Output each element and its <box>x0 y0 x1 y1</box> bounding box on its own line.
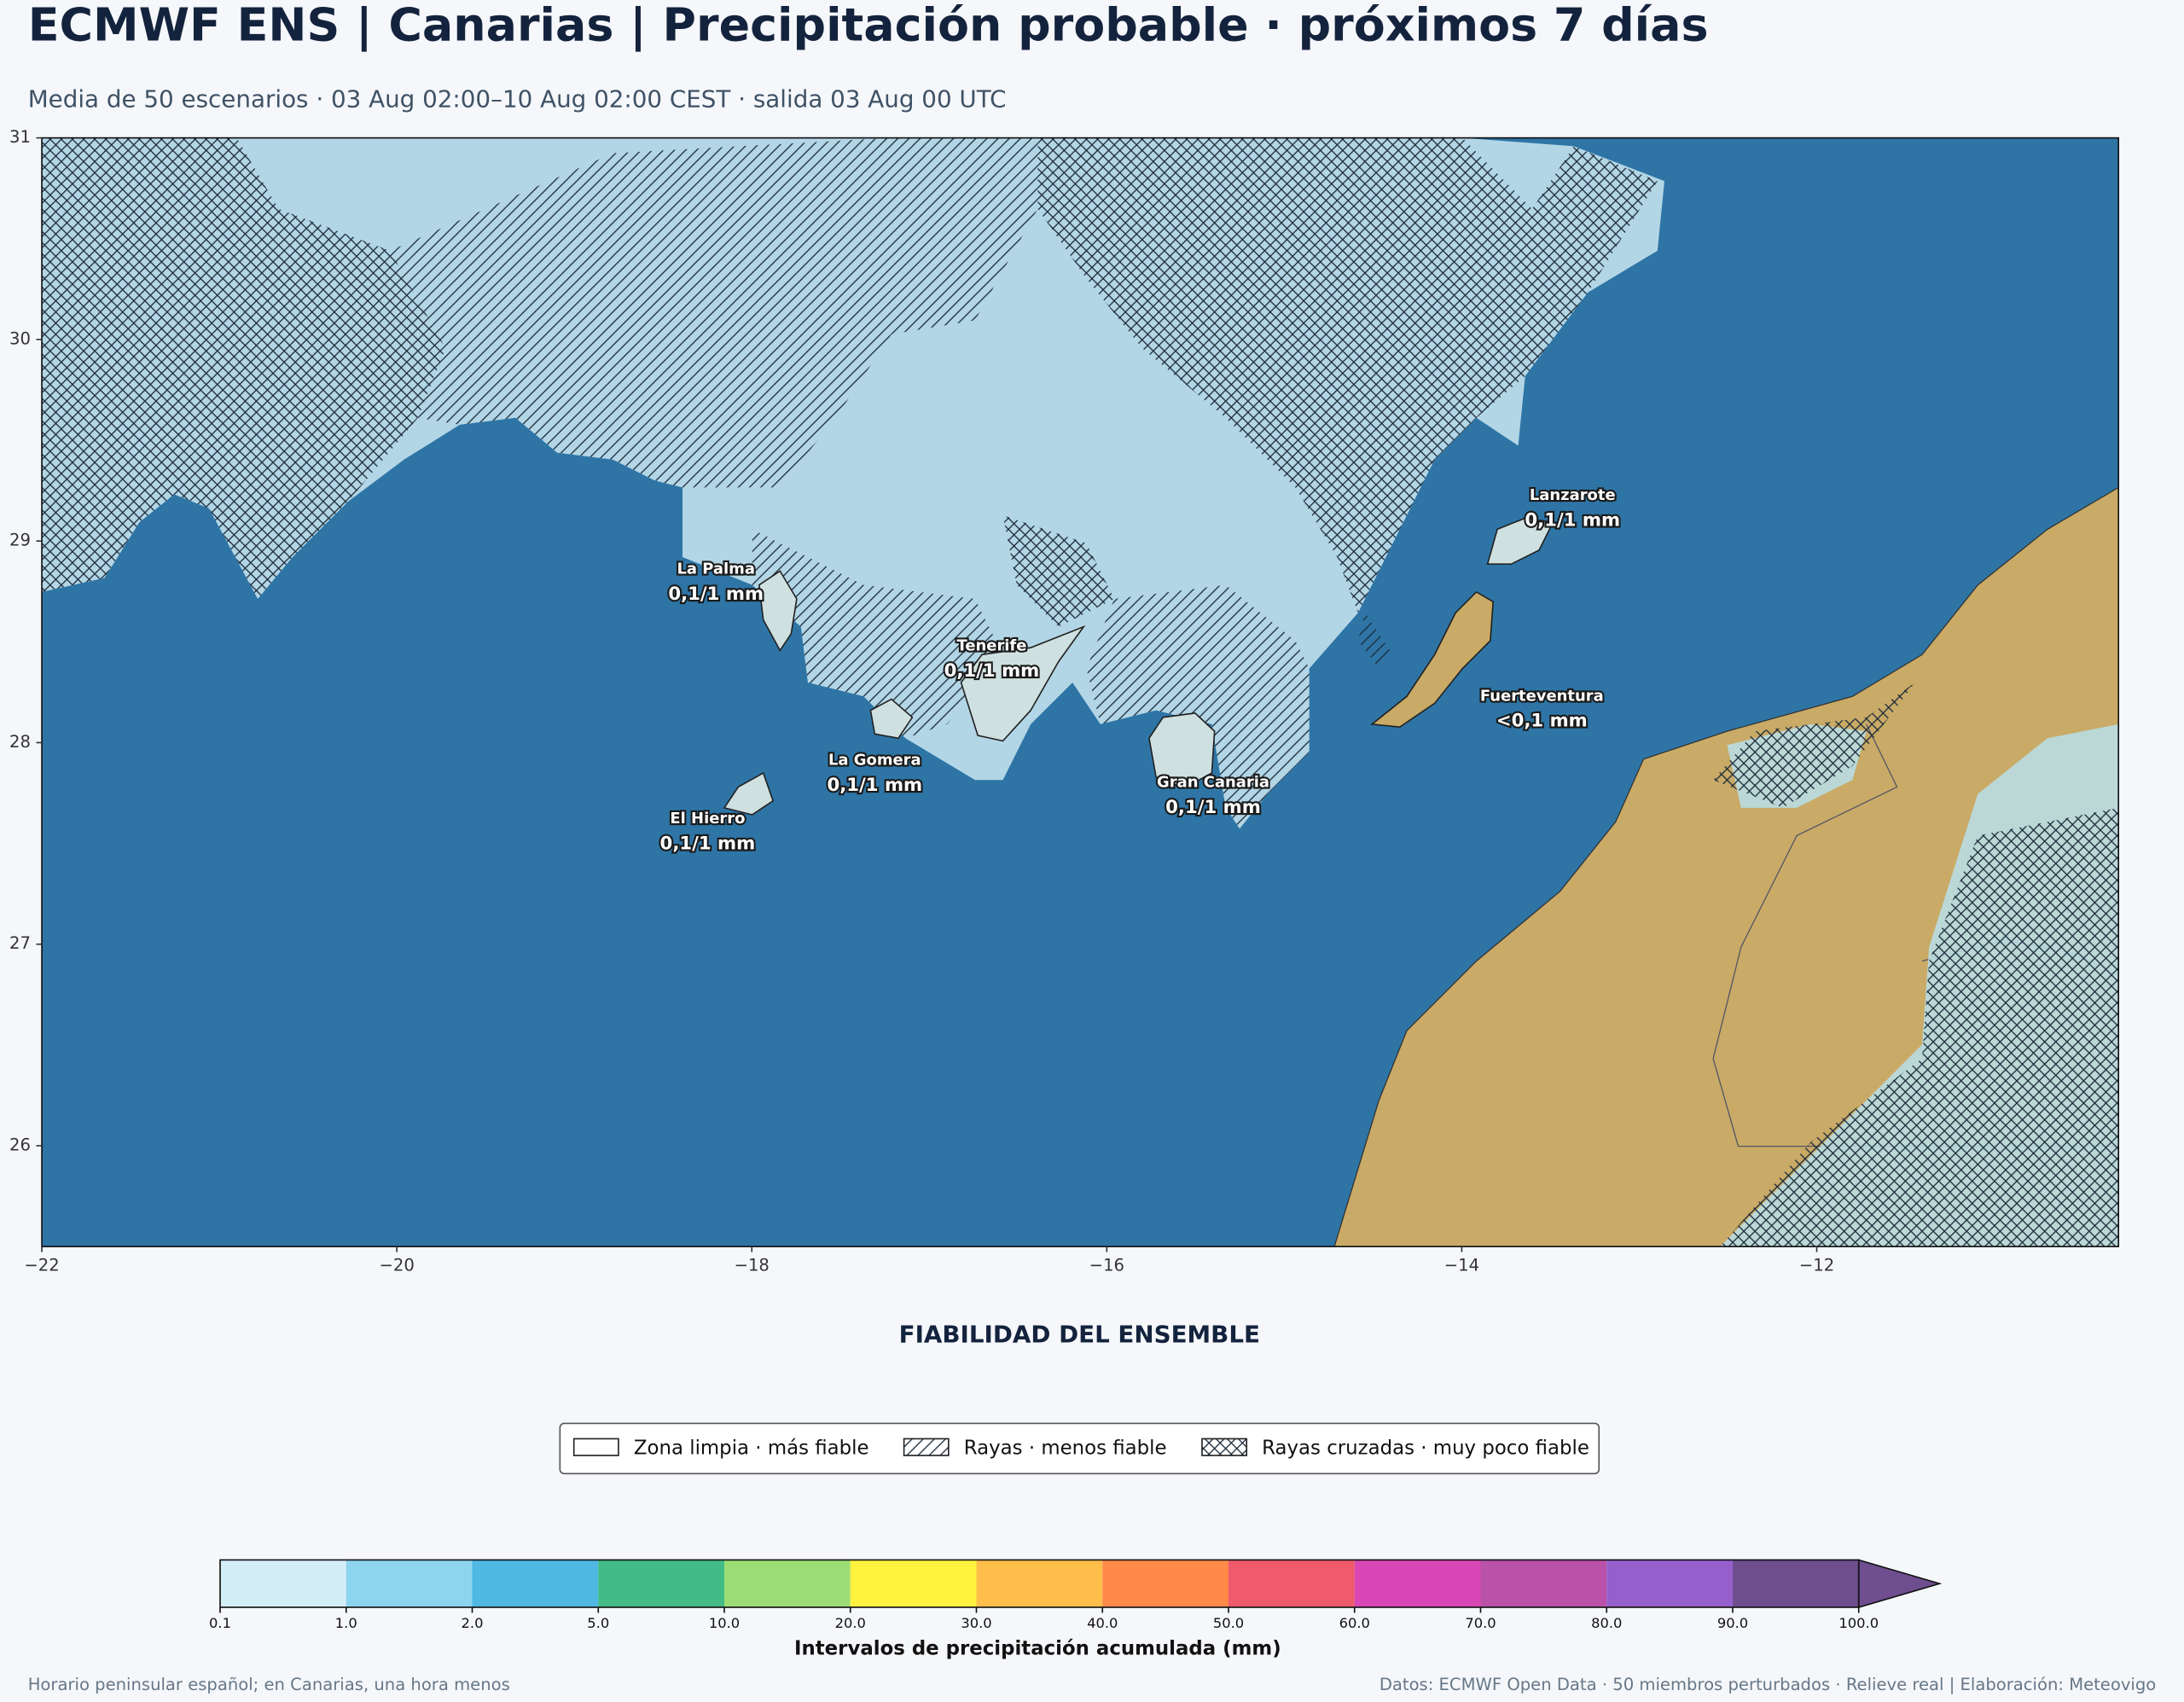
colorbar-tick-label: 100.0 <box>1838 1615 1879 1631</box>
map <box>42 137 2119 1247</box>
y-tick-label: 29 <box>9 531 31 550</box>
colorbar-segment <box>598 1560 725 1607</box>
colorbar-tick-label: 1.0 <box>335 1615 357 1631</box>
colorbar-frame <box>219 1559 1860 1608</box>
island-name: La Gomera <box>828 751 921 769</box>
colorbar-segment <box>1354 1560 1481 1607</box>
map-frame <box>41 137 2120 1247</box>
colorbar-segment <box>1606 1560 1733 1607</box>
island-name: Fuerteventura <box>1480 687 1604 705</box>
island-value: 0,1/1 mm <box>1165 797 1261 818</box>
island-value: 0,1/1 mm <box>944 660 1040 682</box>
colorbar-tick-label: 0.1 <box>209 1615 231 1631</box>
colorbar-segment <box>1102 1560 1228 1607</box>
island-value: 0,1/1 mm <box>668 584 764 605</box>
island-name: Gran Canaria <box>1157 774 1269 792</box>
colorbar-extend <box>1857 1559 1943 1609</box>
island-value: <0,1 mm <box>1496 711 1588 732</box>
legend-swatch <box>1201 1438 1248 1456</box>
colorbar-tick-label: 80.0 <box>1591 1615 1622 1631</box>
colorbar-segment <box>346 1560 473 1607</box>
x-tick-label: −12 <box>1799 1256 1834 1275</box>
colorbar-tick-label: 20.0 <box>835 1615 866 1631</box>
subtitle: Media de 50 escenarios · 03 Aug 02:00–10… <box>28 85 1007 113</box>
y-tick-label: 26 <box>9 1136 31 1155</box>
colorbar-segment <box>1228 1560 1355 1607</box>
x-tick-label: −20 <box>379 1256 414 1275</box>
x-tick-label: −16 <box>1089 1256 1124 1275</box>
colorbar-segment <box>472 1560 599 1607</box>
island-value: 0,1/1 mm <box>827 775 922 796</box>
legend-box <box>559 1422 1600 1475</box>
legend-item: Zona limpia · más fiable <box>634 1437 869 1459</box>
colorbar-tick-label: 70.0 <box>1465 1615 1496 1631</box>
island-name: La Palma <box>677 561 754 578</box>
colorbar-tick-label: 30.0 <box>961 1615 991 1631</box>
cross-hatch <box>42 137 2119 1247</box>
island-value: 0,1/1 mm <box>1525 510 1620 532</box>
y-tick-label: 27 <box>9 933 31 953</box>
legend-item: Rayas · menos fiable <box>964 1437 1167 1459</box>
colorbar-segment <box>850 1560 977 1607</box>
y-tick-label: 30 <box>9 328 31 348</box>
island-name: El Hierro <box>670 810 745 828</box>
colorbar-segment <box>724 1560 851 1607</box>
y-tick-label: 28 <box>9 732 31 752</box>
x-tick-label: −18 <box>735 1256 770 1275</box>
colorbar-label: Intervalos de precipitación acumulada (m… <box>794 1637 1281 1659</box>
hatch <box>390 137 1393 829</box>
footer-right: Datos: ECMWF Open Data · 50 miembros per… <box>1380 1675 2156 1694</box>
colorbar-tick-label: 90.0 <box>1717 1615 1748 1631</box>
colorbar-segment <box>220 1560 346 1607</box>
colorbar-tick-label: 50.0 <box>1213 1615 1244 1631</box>
legend-title: FIABILIDAD DEL ENSEMBLE <box>899 1321 1260 1349</box>
island-name: Lanzarote <box>1530 486 1616 504</box>
y-tick-label: 31 <box>9 127 31 147</box>
colorbar-tick-label: 60.0 <box>1339 1615 1370 1631</box>
legend-swatch <box>903 1438 950 1456</box>
legend-item: Rayas cruzadas · muy poco fiable <box>1262 1437 1589 1459</box>
colorbar-tick-label: 10.0 <box>709 1615 740 1631</box>
colorbar-segment <box>1480 1560 1607 1607</box>
island-value: 0,1/1 mm <box>660 833 756 854</box>
legend-swatch <box>572 1438 619 1456</box>
title: ECMWF ENS | Canarias | Precipitación pro… <box>28 0 1709 51</box>
colorbar-segment <box>1732 1560 1859 1607</box>
colorbar-segment <box>976 1560 1103 1607</box>
colorbar-tick-label: 5.0 <box>587 1615 609 1631</box>
colorbar-tick-label: 40.0 <box>1087 1615 1118 1631</box>
colorbar-tick-label: 2.0 <box>462 1615 484 1631</box>
islands <box>723 517 1554 816</box>
footer-left: Horario peninsular español; en Canarias,… <box>28 1675 510 1694</box>
island-name: Tenerife <box>956 637 1026 655</box>
x-tick-label: −22 <box>24 1256 59 1275</box>
x-tick-label: −14 <box>1444 1256 1479 1275</box>
